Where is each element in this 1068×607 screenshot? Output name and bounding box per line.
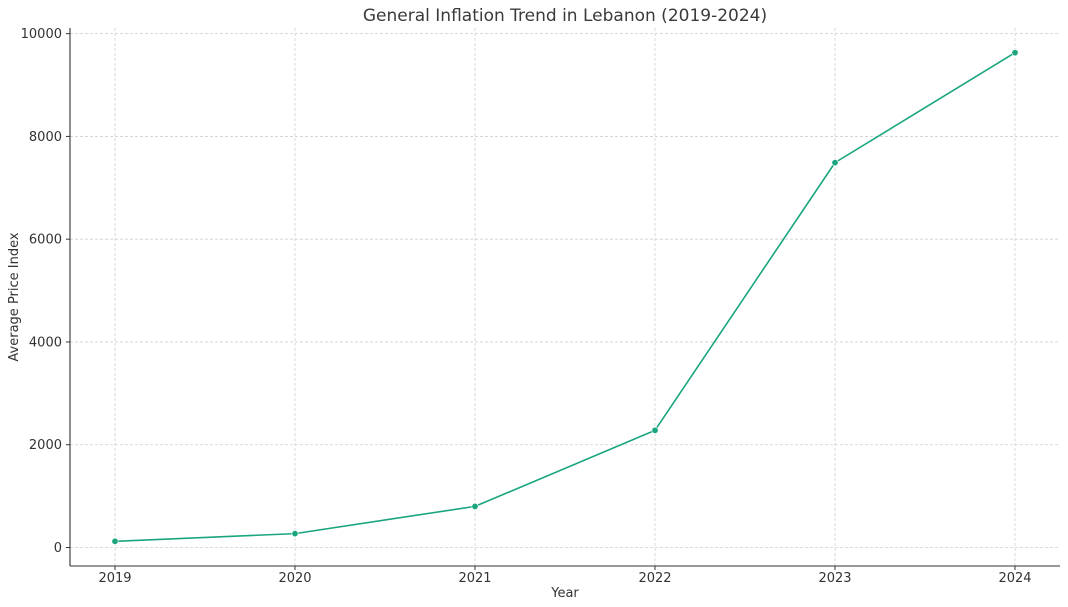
data-point	[291, 530, 299, 538]
y-tick-label: 4000	[29, 335, 62, 350]
y-tick-label: 2000	[29, 438, 62, 453]
x-tick-label: 2022	[638, 571, 671, 586]
ticks-layer: 0 2000 4000 6000 8000 10000 2019 2020 2021 2022 20…	[21, 27, 1032, 586]
y-tick-label: 10000	[21, 27, 62, 42]
y-tick-label: 6000	[29, 233, 62, 248]
x-tick-label: 2024	[998, 571, 1031, 586]
axes-spines	[69, 28, 1060, 567]
x-tick-label: 2023	[818, 571, 851, 586]
data-point	[1011, 49, 1019, 57]
y-tick-label: 0	[54, 541, 62, 556]
x-tick-label: 2020	[278, 571, 311, 586]
data-point	[111, 537, 119, 545]
series-line	[114, 51, 1016, 543]
y-tick-label: 8000	[29, 130, 62, 145]
data-point	[471, 502, 479, 510]
chart-title: General Inflation Trend in Lebanon (2019…	[363, 6, 767, 26]
grid-layer	[70, 28, 1060, 566]
data-point	[651, 426, 659, 434]
y-axis-label: Average Price Index	[7, 232, 22, 361]
x-axis-label: Year	[550, 586, 579, 601]
series-layer	[111, 49, 1019, 545]
data-point	[831, 159, 839, 167]
x-tick-label: 2019	[98, 571, 131, 586]
x-tick-label: 2021	[458, 571, 491, 586]
